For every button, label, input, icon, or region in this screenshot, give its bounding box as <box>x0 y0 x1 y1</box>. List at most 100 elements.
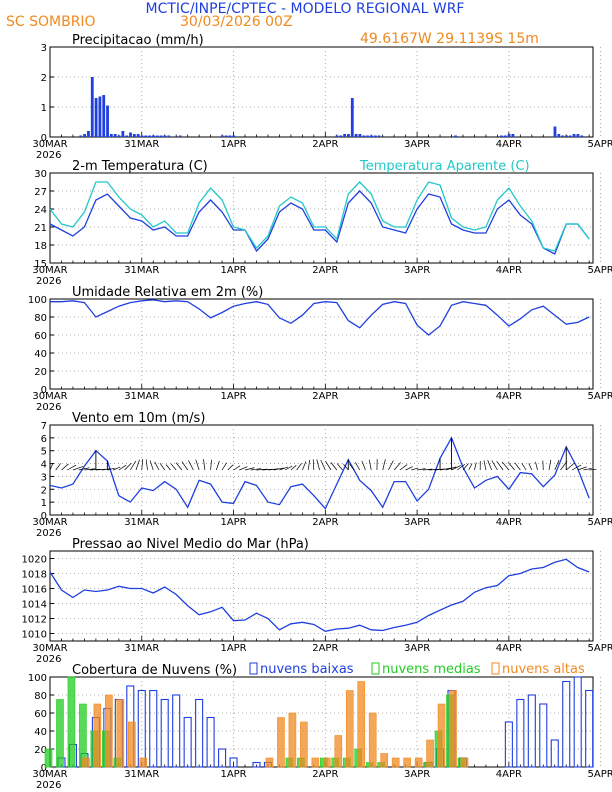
wind-arrow <box>112 466 121 471</box>
precip-bar <box>83 134 87 137</box>
wind-arrow <box>474 462 477 471</box>
wind-arrow <box>393 462 401 471</box>
temp-y-tick-label: 24 <box>34 205 47 216</box>
cloud-bar-nuvens-baixas <box>573 676 582 768</box>
wind-arrow <box>483 460 487 471</box>
wind-arrow <box>195 459 200 471</box>
wind-x-tick-label: 30MAR <box>32 517 67 528</box>
precip-bar <box>102 95 106 137</box>
wind-arrow <box>566 462 575 471</box>
precip-bar <box>144 135 148 137</box>
wind-arrow <box>273 467 284 471</box>
wind-arrow <box>399 464 408 471</box>
pressure-x-tick-label: 1APR <box>220 643 246 654</box>
clouds-x-tick-label: 5APR <box>588 769 612 780</box>
clouds-y-tick-label: 20 <box>34 745 47 756</box>
wind-arrow <box>422 468 433 471</box>
wind-arrow <box>307 459 311 471</box>
cloud-bar-nuvens-altas <box>128 721 136 768</box>
precip-bar <box>220 135 224 137</box>
wind-arrow <box>501 461 510 471</box>
cloud-legend-swatch <box>249 662 258 675</box>
temp-x-tick-label: 30MAR <box>32 265 67 276</box>
precip-y-tick-label: 3 <box>41 43 47 54</box>
precip-bar <box>109 134 113 137</box>
precip-bar <box>117 135 121 137</box>
precip-bar <box>90 77 94 137</box>
clouds-title: Cobertura de Nuvens (%) <box>72 663 237 678</box>
wind-arrow <box>583 467 592 471</box>
cloud-bar-nuvens-baixas <box>218 748 227 768</box>
wind-arrow <box>507 462 515 471</box>
temp-series-line <box>49 190 590 255</box>
temp-panel: 15 18 21 24 27 30 30MAR 31MAR 1APR 2APR 3APR 4APR 5A… <box>32 159 612 287</box>
temp-y-tick-label: 27 <box>34 187 47 198</box>
pressure-y-tick-label: 1010 <box>22 630 47 641</box>
precip-bar <box>155 135 159 137</box>
clouds-x-tick-label: 2APR <box>312 769 338 780</box>
humidity-panel: 0 20 40 60 80 100 30MAR 31MAR 1APR 2APR 3APR 4APR 5A… <box>28 285 612 413</box>
temp-x-tick-label: 3APR <box>404 265 430 276</box>
cloud-legend-label: nuvens altas <box>502 662 585 677</box>
cloud-bar-nuvens-medias <box>44 748 53 768</box>
humidity-y-tick-label: 0 <box>41 385 47 396</box>
wind-arrow <box>521 463 527 471</box>
cloud-bar-nuvens-baixas <box>516 698 525 768</box>
precip-bar <box>335 135 339 137</box>
precip-bar <box>159 135 163 137</box>
precip-bar <box>373 135 377 137</box>
precip-bar <box>358 134 362 137</box>
wind-arrow <box>411 467 419 471</box>
precip-bar <box>125 135 129 137</box>
wind-arrow <box>221 462 227 471</box>
precip-y-tick-label: 1 <box>41 103 47 114</box>
wind-arrow <box>141 459 144 471</box>
wind-arrow <box>165 464 171 471</box>
wind-arrow <box>55 463 61 471</box>
wind-y-tick-label: 0 <box>41 511 47 522</box>
precip-bar <box>163 135 167 137</box>
clouds-x-year-label: 2026 <box>36 780 61 791</box>
temp-x-tick-label: 1APR <box>220 265 246 276</box>
wind-arrow <box>290 465 297 471</box>
wind-arrow <box>535 461 538 471</box>
wind-arrow <box>589 468 597 471</box>
wind-arrow <box>175 462 183 471</box>
wind-arrow <box>343 464 349 471</box>
precip-bar <box>503 135 507 137</box>
wind-panel: 0 1 2 34 5 6 7 30MAR 31MAR 1APR 2APR 3APR 4APR 5APR 20… <box>32 411 612 539</box>
wind-arrow <box>159 463 166 471</box>
precip-bar <box>557 134 561 137</box>
precip-x-tick-label: 5APR <box>588 139 612 150</box>
precip-frame <box>49 46 594 138</box>
wind-title: Vento em 10m (m/s) <box>72 411 205 426</box>
wind-y-tick-label: 4 <box>41 460 47 471</box>
cloud-bar-nuvens-altas <box>265 757 274 768</box>
wind-arrow <box>250 468 262 471</box>
pressure-x-tick-label: 4APR <box>496 643 522 654</box>
humidity-y-tick-label: 60 <box>34 331 47 342</box>
wind-series-line <box>49 436 590 510</box>
humidity-y-tick-label: 40 <box>34 349 47 360</box>
wind-arrow <box>233 465 241 471</box>
pressure-title: Pressao ao Nivel Medio do Mar (hPa) <box>72 537 309 552</box>
precip-bar <box>350 98 354 137</box>
cloud-bar-nuvens-baixas <box>527 694 536 768</box>
cloud-legend-label: nuvens baixas <box>260 662 354 677</box>
cloud-bar-nuvens-baixas <box>504 721 513 768</box>
cloud-bar-nuvens-altas <box>277 717 285 768</box>
wind-x-tick-label: 31MAR <box>124 517 159 528</box>
clouds-y-tick-label: 40 <box>34 727 47 738</box>
cloud-bar-nuvens-baixas <box>585 689 594 768</box>
clouds-y-tick-label: 0 <box>41 763 47 774</box>
wind-arrow <box>554 459 560 471</box>
precip-bar <box>343 134 347 137</box>
clouds-x-tick-label: 31MAR <box>124 769 159 780</box>
humidity-y-tick-label: 20 <box>34 367 47 378</box>
wind-arrow <box>210 459 212 471</box>
humidity-y-tick-label: 80 <box>34 313 47 324</box>
humidity-series-line <box>50 299 590 336</box>
clouds-y-tick-label: 100 <box>28 673 47 684</box>
precip-bar <box>553 126 557 137</box>
